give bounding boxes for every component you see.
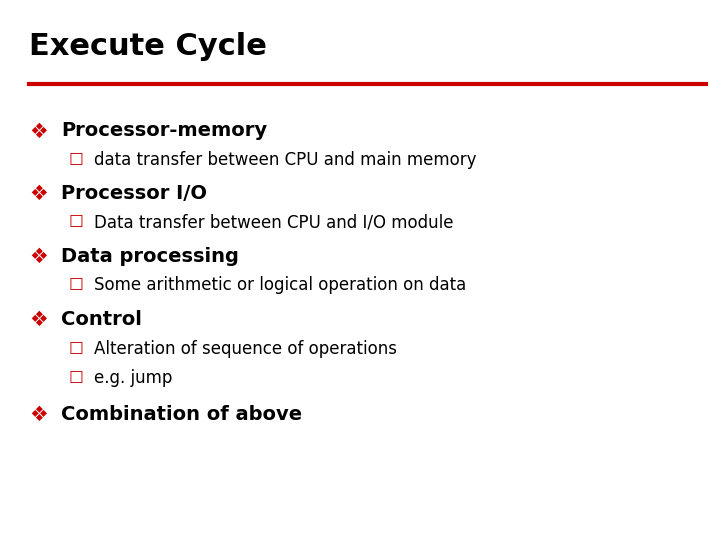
Text: Execute Cycle: Execute Cycle: [29, 32, 266, 62]
Text: Processor-memory: Processor-memory: [61, 122, 267, 140]
Text: Some arithmetic or logical operation on data: Some arithmetic or logical operation on …: [94, 276, 466, 294]
Text: ☐: ☐: [68, 369, 84, 387]
Text: Alteration of sequence of operations: Alteration of sequence of operations: [94, 340, 397, 357]
Text: ☐: ☐: [68, 340, 84, 357]
Text: ❖: ❖: [29, 184, 48, 204]
Text: ☐: ☐: [68, 276, 84, 294]
Text: ❖: ❖: [29, 310, 48, 330]
Text: ☐: ☐: [68, 213, 84, 231]
Text: Data transfer between CPU and I/O module: Data transfer between CPU and I/O module: [94, 213, 453, 231]
Text: ☐: ☐: [68, 151, 84, 169]
Text: Data processing: Data processing: [61, 247, 239, 266]
Text: ❖: ❖: [29, 247, 48, 267]
Text: ❖: ❖: [29, 405, 48, 425]
Text: Combination of above: Combination of above: [61, 405, 302, 424]
Text: ❖: ❖: [29, 122, 48, 141]
Text: data transfer between CPU and main memory: data transfer between CPU and main memor…: [94, 151, 476, 169]
Text: Processor I/O: Processor I/O: [61, 184, 207, 202]
Text: Control: Control: [61, 310, 142, 329]
Text: e.g. jump: e.g. jump: [94, 369, 172, 387]
